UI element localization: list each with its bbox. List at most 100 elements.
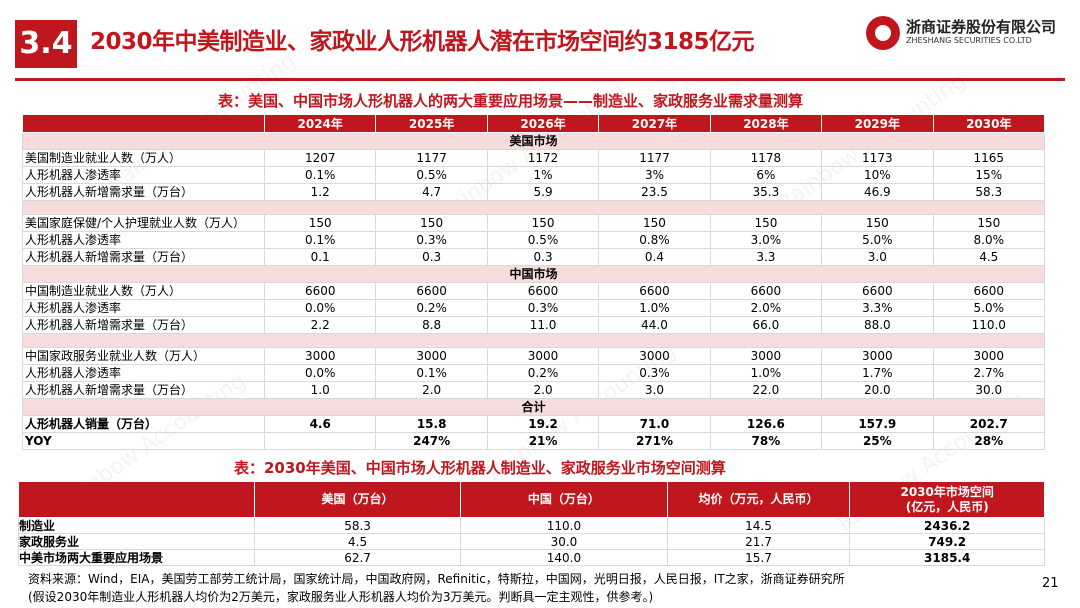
table-row: 中美市场两大重要应用场景 62.7 140.0 15.7 3185.4 <box>18 549 1045 566</box>
table-cell: 1172 <box>486 149 600 167</box>
table-cell: 0.2% <box>486 364 600 382</box>
table-cell: 0.0% <box>263 299 377 317</box>
table-cell: 22.0 <box>709 381 823 399</box>
source-note: 资料来源：Wind，EIA，美国劳工部劳工统计局，国家统计局，中国政府网，Ref… <box>28 570 845 606</box>
table-cell: 3000 <box>375 347 488 365</box>
table-cell: 6600 <box>709 282 823 300</box>
table-row: 人形机器人新增需求量（万台） 2.2 8.8 11.0 44.0 66.0 88.0 110.… <box>22 316 1046 334</box>
table-cell: 150 <box>932 214 1046 232</box>
table-cell: 30.0 <box>460 533 668 550</box>
table-cell: 0.5% <box>486 231 600 249</box>
table-cell: 0.1% <box>263 231 377 249</box>
table-row: 人形机器人渗透率 0.0% 0.2% 0.3% 1.0% 2.0% 3.3% 5.0% <box>22 299 1046 317</box>
table-header-row: 2024年 2025年 2026年 2027年 2028年 2029年 2030… <box>22 114 1046 133</box>
table-cell: 15.8 <box>375 415 488 433</box>
table-cell: 749.2 <box>849 533 1045 550</box>
source-line: 资料来源：Wind，EIA，美国劳工部劳工统计局，国家统计局，中国政府网，Ref… <box>28 572 845 586</box>
table-cell: 0.1 <box>263 248 377 266</box>
table-cell: 126.6 <box>709 415 823 433</box>
table-cell: 2.7% <box>932 364 1046 382</box>
table-cell: 35.3 <box>709 183 823 201</box>
table-cell: 3000 <box>709 347 823 365</box>
table-cell: 66.0 <box>709 316 823 334</box>
table-cell: 150 <box>598 214 711 232</box>
table-cell: 157.9 <box>821 415 934 433</box>
row-label: 制造业 <box>18 517 255 534</box>
table-cell: 20.0 <box>821 381 934 399</box>
table-row: 制造业 58.3 110.0 14.5 2436.2 <box>18 517 1045 534</box>
table-cell: 6600 <box>375 282 488 300</box>
table-cell: 30.0 <box>932 381 1046 399</box>
table-cell: 14.5 <box>666 517 851 534</box>
table-cell: 6600 <box>932 282 1046 300</box>
table-cell: 1% <box>486 166 600 184</box>
table-cell: 202.7 <box>932 415 1046 433</box>
table-cell: 3.3 <box>709 248 823 266</box>
table-cell: 4.5 <box>253 533 462 550</box>
table-cell: 1.0% <box>598 299 711 317</box>
table-cell: 2436.2 <box>849 517 1045 534</box>
table-cell: 6600 <box>821 282 934 300</box>
row-label: YOY <box>22 432 265 450</box>
row-label: 美国制造业就业人数（万人） <box>22 149 265 167</box>
year-header: 2025年 <box>375 114 488 133</box>
table-cell: 0.3% <box>486 299 600 317</box>
table-cell: 71.0 <box>598 415 711 433</box>
table-cell: 46.9 <box>821 183 934 201</box>
table-cell: 88.0 <box>821 316 934 334</box>
row-label: 中美市场两大重要应用场景 <box>18 549 255 566</box>
table-row: 人形机器人渗透率 0.1% 0.3% 0.5% 0.8% 3.0% 5.0% 8.0% <box>22 231 1046 249</box>
table-cell: 4.7 <box>375 183 488 201</box>
row-label: 人形机器人销量（万台） <box>22 415 265 433</box>
table-cell: 6600 <box>486 282 600 300</box>
table-cell: 1207 <box>263 149 377 167</box>
year-header: 2024年 <box>263 114 377 133</box>
table-cell: 0.1% <box>263 166 377 184</box>
table-cell: 1177 <box>375 149 488 167</box>
table-row: 人形机器人新增需求量（万台） 1.0 2.0 2.0 3.0 22.0 20.0 30.0 <box>22 381 1046 399</box>
row-label: 人形机器人新增需求量（万台） <box>22 316 265 334</box>
table-cell: 3.3% <box>821 299 934 317</box>
table-cell: 0.3 <box>375 248 488 266</box>
company-logo: 浙商证券股份有限公司 ZHESHANG SECURITIES CO.LTD <box>866 14 1066 54</box>
year-header: 2028年 <box>709 114 823 133</box>
year-header: 2027年 <box>598 114 711 133</box>
table-cell <box>263 432 377 450</box>
table-header-row: 美国（万台） 中国（万台） 均价（万元，人民币） 2030年市场空间 (亿元，人… <box>18 481 1045 518</box>
column-header: 均价（万元，人民币） <box>666 481 851 518</box>
table-cell: 11.0 <box>486 316 600 334</box>
table-cell: 1.2 <box>263 183 377 201</box>
logo-name-cn: 浙商证券股份有限公司 <box>906 18 1057 36</box>
market-size-table: 美国（万台） 中国（万台） 均价（万元，人民币） 2030年市场空间 (亿元，人… <box>18 481 1045 566</box>
table-cell: 58.3 <box>253 517 462 534</box>
table-cell: 1178 <box>709 149 823 167</box>
table-row: 人形机器人渗透率 0.0% 0.1% 0.2% 0.3% 1.0% 1.7% 2.7% <box>22 364 1046 382</box>
table-cell: 21.7 <box>666 533 851 550</box>
table-cell: 150 <box>486 214 600 232</box>
table-cell: 3000 <box>821 347 934 365</box>
table-row: 家政服务业 4.5 30.0 21.7 749.2 <box>18 533 1045 550</box>
column-header-line: (亿元，人民币) <box>905 499 989 514</box>
table-cell: 0.5% <box>375 166 488 184</box>
column-header-line: 2030年市场空间 <box>900 484 994 499</box>
table-cell: 44.0 <box>598 316 711 334</box>
row-label: 美国家庭保健/个人护理就业人数（万人） <box>22 214 265 232</box>
table-cell: 3185.4 <box>849 549 1045 566</box>
table-cell: 23.5 <box>598 183 711 201</box>
column-header: 2030年市场空间 (亿元，人民币) <box>849 481 1045 518</box>
section-row-cn: 中国市场 <box>22 265 1045 283</box>
table-cell: 150 <box>709 214 823 232</box>
row-label: 家政服务业 <box>18 533 255 550</box>
table-cell: 19.2 <box>486 415 600 433</box>
table-cell: 6600 <box>263 282 377 300</box>
page-number: 21 <box>1042 576 1059 591</box>
row-label: 人形机器人渗透率 <box>22 231 265 249</box>
table-cell: 2.0 <box>486 381 600 399</box>
section-number-badge: 3.4 <box>15 20 77 68</box>
table-cell: 3000 <box>486 347 600 365</box>
table-row: 人形机器人新增需求量（万台） 1.2 4.7 5.9 23.5 35.3 46.9 58.3 <box>22 183 1046 201</box>
table-cell: 2.0 <box>375 381 488 399</box>
table-cell: 0.4 <box>598 248 711 266</box>
table-cell: 78% <box>709 432 823 450</box>
table-cell: 0.3% <box>375 231 488 249</box>
